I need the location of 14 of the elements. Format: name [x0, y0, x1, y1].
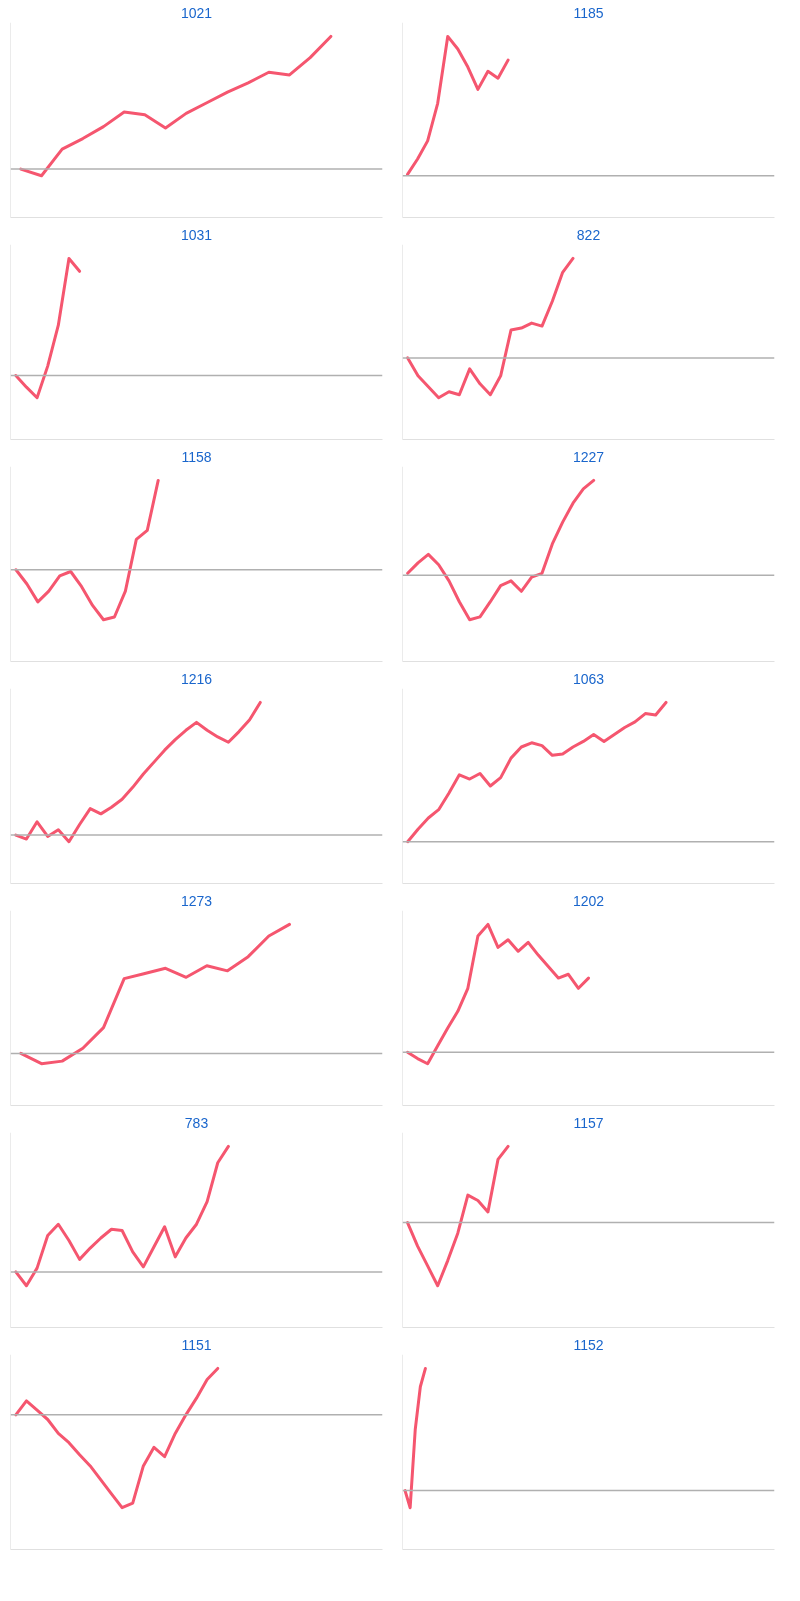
chart-title: 1151	[181, 1336, 212, 1353]
chart-title: 1273	[180, 892, 213, 909]
chart-title: 783	[184, 1114, 209, 1131]
chart-title: 1157	[573, 1114, 604, 1131]
chart-title: 1063	[572, 670, 605, 687]
chart-title: 1185	[573, 4, 604, 21]
chart-title: 1158	[181, 448, 212, 465]
chart-title: 1216	[180, 670, 213, 687]
chart-title: 822	[576, 226, 601, 243]
chart-title: 1031	[180, 226, 213, 243]
chart-title: 1021	[180, 4, 213, 21]
chart-title: 1152	[573, 1336, 604, 1353]
chart-title: 1202	[572, 892, 605, 909]
chart-title: 1227	[572, 448, 605, 465]
